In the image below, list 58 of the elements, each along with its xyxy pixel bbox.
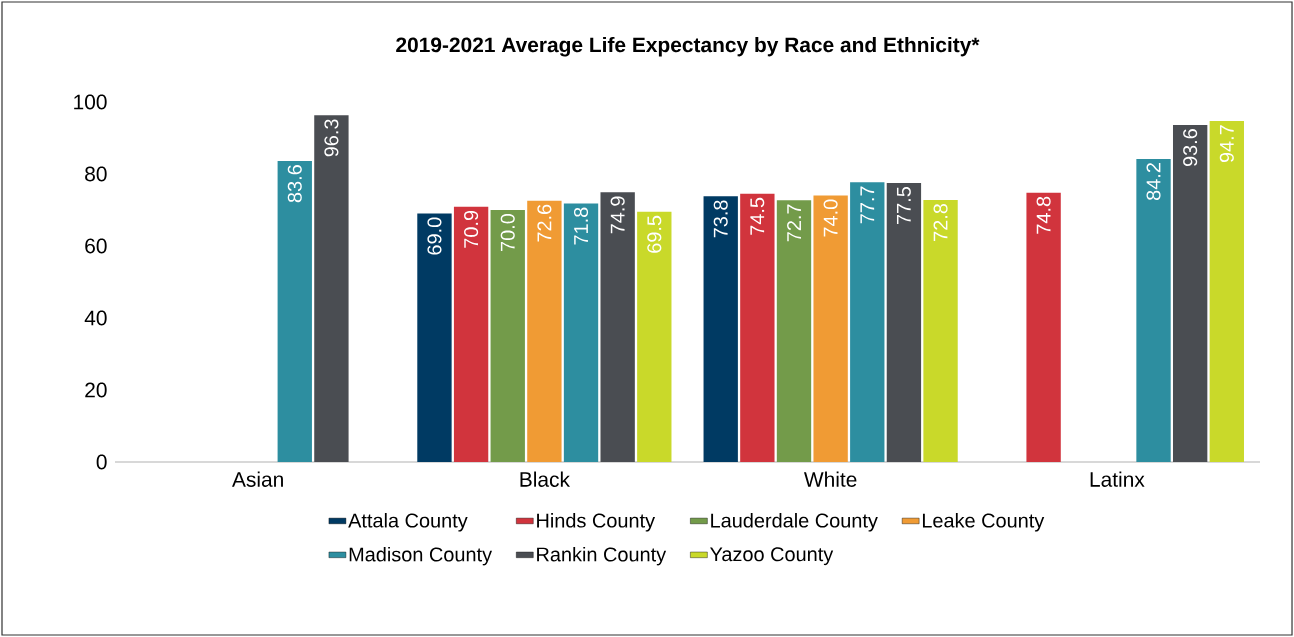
bar [600, 192, 635, 462]
data-label: 93.6 [1183, 129, 1198, 167]
data-label: 94.7 [1219, 125, 1234, 163]
data-label: 72.7 [787, 204, 801, 242]
bar [277, 161, 312, 462]
y-tick-label: 80 [85, 166, 107, 182]
data-label: 74.8 [1036, 196, 1051, 234]
bar [1136, 158, 1171, 462]
data-label: 72.6 [537, 204, 552, 242]
bar [776, 200, 812, 462]
bar [417, 213, 452, 462]
y-tick-label: 60 [85, 238, 107, 254]
legend-label: Hinds County [537, 512, 656, 532]
data-label: 73.8 [713, 200, 728, 238]
bar [850, 182, 885, 462]
bar [1172, 125, 1208, 462]
y-tick-label: 100 [74, 94, 107, 110]
data-label: 83.6 [287, 165, 302, 203]
y-tick-label: 40 [84, 310, 107, 326]
data-label: 77.5 [896, 187, 911, 224]
bar [1026, 192, 1061, 462]
bar [703, 196, 738, 462]
legend-label: Madison County [349, 546, 493, 566]
data-label: 74.5 [750, 197, 765, 235]
data-label: 71.8 [573, 207, 589, 245]
data-label: 84.2 [1146, 163, 1161, 200]
data-label: 77.7 [860, 186, 875, 224]
legend-label: Rankin County [537, 546, 667, 566]
x-tick-label: Asian [232, 471, 283, 487]
chart-title: 2019-2021 Average Life Expectancy by Race and Ethnicity* [396, 36, 980, 57]
bar [637, 211, 672, 462]
data-label: 69.0 [427, 217, 442, 255]
bar [453, 206, 489, 462]
legend-label: Lauderdale County [711, 512, 878, 532]
x-tick-label: Latinx [1090, 471, 1145, 487]
bar [923, 199, 958, 462]
bar [314, 115, 349, 462]
data-label: 74.9 [610, 196, 625, 234]
bar [740, 193, 775, 462]
y-tick-label: 20 [85, 382, 107, 398]
data-label: 72.8 [933, 203, 948, 241]
x-tick-label: White [803, 471, 857, 487]
bar [563, 203, 599, 462]
x-tick-label: Black [520, 471, 570, 487]
bar [886, 183, 922, 462]
data-label: 70.0 [500, 213, 515, 251]
data-label: 96.3 [324, 119, 339, 157]
legend-label: Yazoo County [710, 547, 834, 566]
data-label: 70.9 [464, 210, 479, 248]
bar [490, 210, 525, 462]
bar [527, 200, 562, 462]
data-label: 74.0 [823, 199, 838, 237]
legend-label: Attala County [348, 512, 468, 532]
y-tick-label: 0 [96, 454, 107, 470]
legend-label: Leake County [922, 512, 1045, 532]
data-label: 69.5 [647, 215, 662, 253]
bar [813, 195, 848, 462]
bar [1209, 121, 1244, 462]
